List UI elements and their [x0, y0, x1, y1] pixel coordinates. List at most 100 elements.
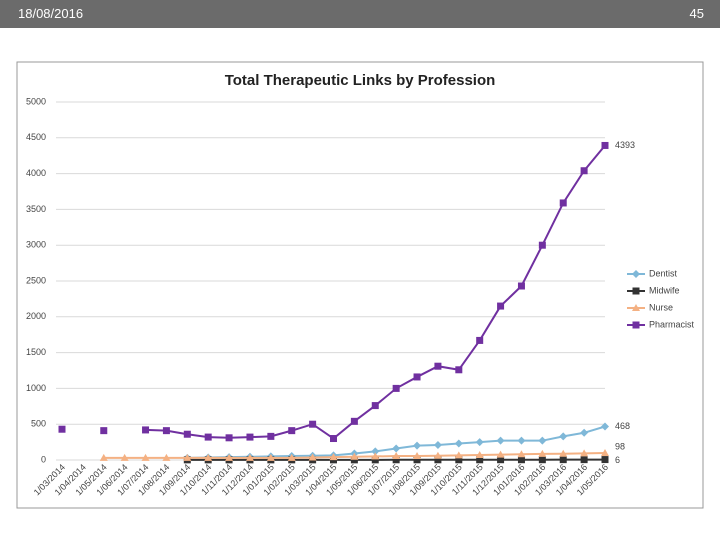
marker [632, 304, 640, 311]
marker [497, 456, 505, 464]
marker [434, 362, 442, 370]
slide-number: 45 [689, 6, 704, 21]
marker [183, 430, 191, 438]
marker [350, 452, 359, 460]
marker [517, 450, 526, 458]
marker [455, 366, 463, 374]
data-label: 6 [615, 455, 620, 465]
marker [580, 449, 589, 457]
y-tick-label: 2000 [26, 311, 46, 321]
marker [413, 441, 422, 450]
marker [538, 436, 547, 445]
y-tick-label: 1500 [26, 347, 46, 357]
marker [413, 456, 421, 464]
legend-label: Pharmacist [649, 319, 695, 329]
data-label: 98 [615, 441, 625, 451]
data-label: 4393 [615, 140, 635, 150]
marker [433, 451, 442, 459]
marker [632, 321, 640, 329]
marker [392, 384, 400, 392]
marker [267, 432, 275, 440]
marker [496, 436, 505, 445]
marker [601, 422, 609, 431]
marker [497, 302, 505, 310]
marker [308, 453, 317, 461]
legend-label: Dentist [649, 268, 678, 278]
marker [601, 456, 609, 464]
marker [559, 456, 567, 464]
marker [142, 426, 150, 434]
y-tick-label: 4500 [26, 132, 46, 142]
marker [538, 241, 546, 249]
chart-frame [16, 61, 704, 509]
marker [266, 453, 275, 461]
slide-date: 18/08/2016 [18, 6, 84, 21]
marker [329, 453, 338, 461]
y-tick-label: 500 [31, 419, 46, 429]
marker [454, 451, 463, 459]
marker [141, 453, 150, 461]
marker [287, 453, 296, 461]
marker [162, 427, 170, 435]
marker [413, 452, 422, 460]
marker [371, 456, 379, 464]
marker [434, 456, 442, 464]
marker [350, 456, 358, 464]
marker [288, 427, 296, 435]
marker [517, 456, 525, 464]
marker [392, 452, 401, 460]
marker [246, 433, 254, 441]
y-tick-label: 2500 [26, 275, 46, 285]
marker [392, 444, 401, 453]
header-bar: 18/08/2016 45 [0, 0, 720, 28]
marker [517, 282, 525, 290]
marker [517, 436, 526, 445]
marker [392, 456, 400, 464]
legend-label: Nurse [649, 302, 673, 312]
marker [58, 425, 66, 433]
marker [580, 428, 589, 437]
marker [204, 453, 213, 461]
marker [100, 427, 108, 435]
marker [99, 453, 108, 461]
marker [204, 433, 212, 441]
marker [559, 199, 567, 207]
marker [454, 439, 463, 448]
marker [476, 336, 484, 344]
marker [309, 420, 317, 428]
marker [225, 434, 233, 442]
marker [476, 456, 484, 464]
marker [413, 373, 421, 381]
marker [601, 141, 609, 149]
marker [225, 453, 234, 461]
marker [496, 450, 505, 458]
marker [162, 453, 171, 461]
marker [330, 435, 337, 443]
marker [475, 450, 484, 458]
data-label: 468 [615, 421, 630, 431]
marker [433, 440, 442, 449]
marker [538, 449, 547, 457]
marker [580, 456, 588, 464]
marker [559, 432, 568, 441]
marker [371, 402, 379, 410]
marker [371, 447, 380, 456]
marker [538, 456, 546, 464]
marker [559, 449, 568, 457]
y-tick-label: 4000 [26, 168, 46, 178]
marker [475, 438, 484, 447]
marker [120, 453, 129, 461]
marker [350, 417, 358, 425]
legend-label: Midwife [649, 285, 680, 295]
marker [580, 167, 588, 175]
marker [183, 453, 192, 461]
marker [455, 456, 463, 464]
marker [371, 452, 380, 460]
marker [245, 453, 254, 461]
y-tick-label: 1000 [26, 383, 46, 393]
y-tick-label: 5000 [26, 96, 46, 106]
y-tick-label: 0 [41, 454, 46, 464]
y-tick-label: 3500 [26, 204, 46, 214]
marker [601, 448, 609, 456]
